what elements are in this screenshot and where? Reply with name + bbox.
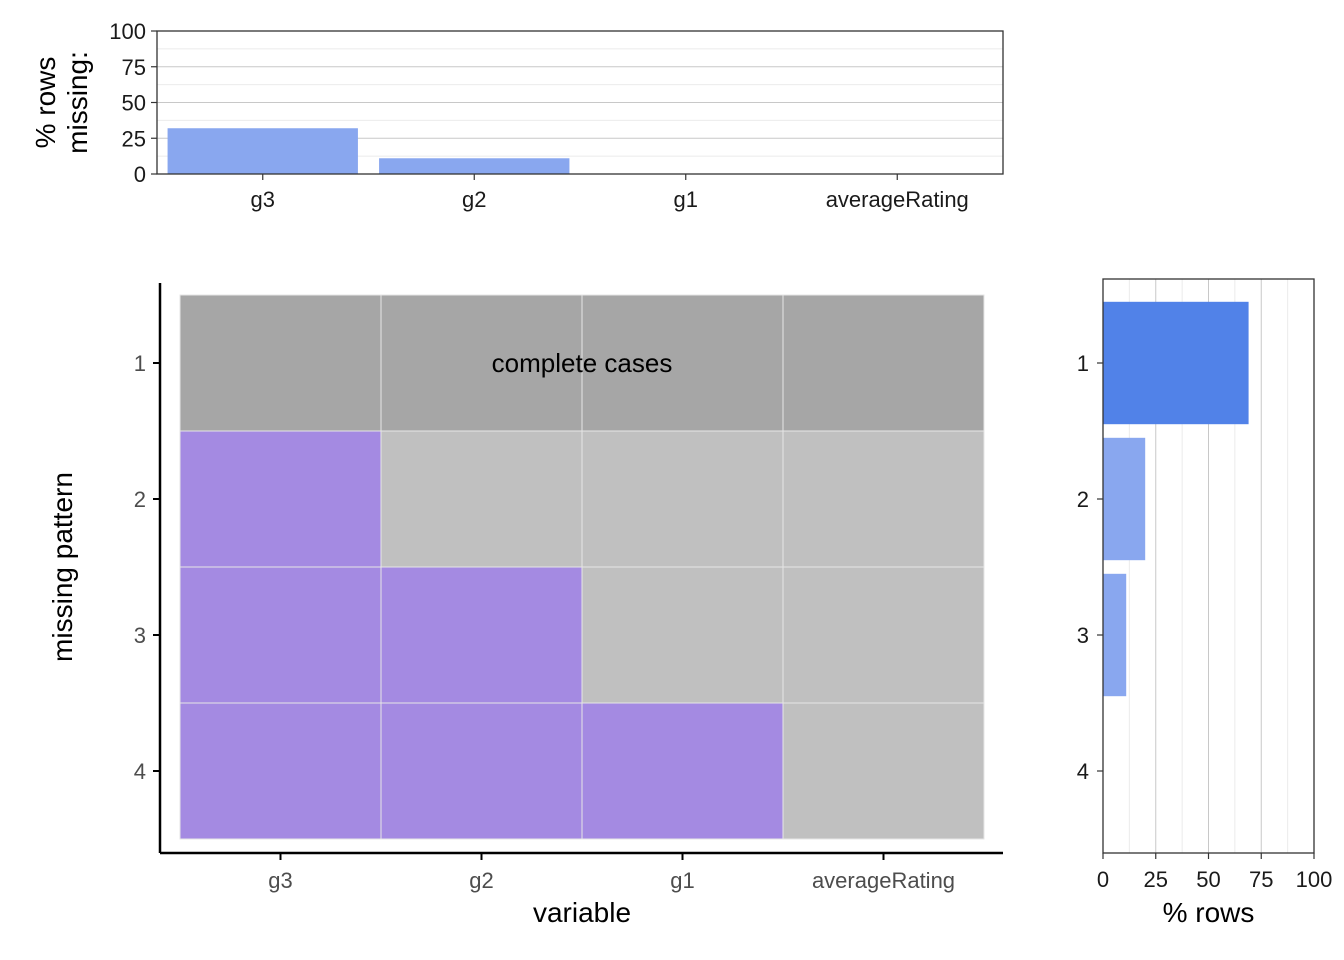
pattern-cell-3-g3 — [179, 566, 382, 704]
main-x-tick-label: averageRating — [812, 868, 955, 893]
right-x-tick-label: 75 — [1249, 867, 1273, 892]
top-x-tick-label: g2 — [462, 187, 486, 212]
top-bar-g3 — [167, 128, 358, 174]
right-y-tick-label: 4 — [1077, 759, 1089, 784]
complete-cases-annotation: complete cases — [492, 348, 673, 378]
main-x-tick-label: g3 — [268, 868, 292, 893]
right-panel-border — [1102, 278, 1315, 854]
pattern-cell-2-averageRating — [782, 430, 985, 568]
main-x-axis-title: variable — [533, 897, 631, 928]
pattern-cell-4-g3 — [179, 702, 382, 840]
right-x-tick-label: 50 — [1196, 867, 1220, 892]
top-panel-border — [156, 30, 1004, 175]
top-bar-g2 — [379, 158, 570, 174]
pattern-cell-2-g2 — [380, 430, 583, 568]
top-y-tick-label: 75 — [122, 55, 146, 80]
pattern-cell-1-g3 — [179, 294, 382, 432]
right-y-tick-label: 3 — [1077, 623, 1089, 648]
pattern-cell-1-g1 — [581, 294, 784, 432]
main-x-tick-label: g1 — [670, 868, 694, 893]
main-y-tick-label: 2 — [134, 487, 146, 512]
top-y-axis-title-line: % rows — [30, 57, 61, 149]
pattern-cell-2-g1 — [581, 430, 784, 568]
right-x-tick-label: 0 — [1097, 867, 1109, 892]
pattern-cell-3-g2 — [380, 566, 583, 704]
pattern-heatmap-panel: complete cases 1 2 3 4 g3 g2 g1 averageRating var… — [47, 283, 1003, 928]
pattern-cell-1-averageRating — [782, 294, 985, 432]
pattern-cell-4-averageRating — [782, 702, 985, 840]
top-y-tick-label: 25 — [122, 126, 146, 151]
main-y-tick-label: 1 — [134, 351, 146, 376]
right-bar-pattern-1 — [1103, 301, 1249, 425]
main-x-tick-label: g2 — [469, 868, 493, 893]
pattern-cell-4-g1 — [581, 702, 784, 840]
pattern-cell-3-g1 — [581, 566, 784, 704]
right-bar-pattern-2 — [1103, 437, 1146, 561]
top-y-tick-label: 0 — [134, 162, 146, 187]
top-y-tick-label: 100 — [109, 19, 146, 44]
right-x-tick-label: 25 — [1144, 867, 1168, 892]
top-y-axis-title: % rowsmissing: — [30, 51, 93, 154]
top-x-tick-label: g1 — [674, 187, 698, 212]
main-y-axis-title: missing pattern — [47, 472, 78, 662]
right-y-tick-label: 1 — [1077, 351, 1089, 376]
top-y-axis-title-line: missing: — [62, 51, 93, 154]
right-x-axis-title: % rows — [1163, 897, 1255, 928]
pattern-cell-3-averageRating — [782, 566, 985, 704]
pattern-cell-2-g3 — [179, 430, 382, 568]
top-x-tick-label: averageRating — [826, 187, 969, 212]
right-bar-pattern-3 — [1103, 573, 1127, 697]
top-y-tick-label: 50 — [122, 91, 146, 116]
right-x-tick-label: 100 — [1296, 867, 1333, 892]
pattern-cell-4-g2 — [380, 702, 583, 840]
top-x-tick-label: g3 — [251, 187, 275, 212]
top-bar-panel: 0 25 50 75 100 g3 g2 g1 averageRating % rowsmissi… — [30, 19, 1004, 212]
main-y-tick-label: 4 — [134, 759, 146, 784]
main-y-tick-label: 3 — [134, 623, 146, 648]
right-y-tick-label: 2 — [1077, 487, 1089, 512]
right-bar-panel: 0 25 50 75 100 1 2 3 4 % rows — [1077, 278, 1333, 928]
